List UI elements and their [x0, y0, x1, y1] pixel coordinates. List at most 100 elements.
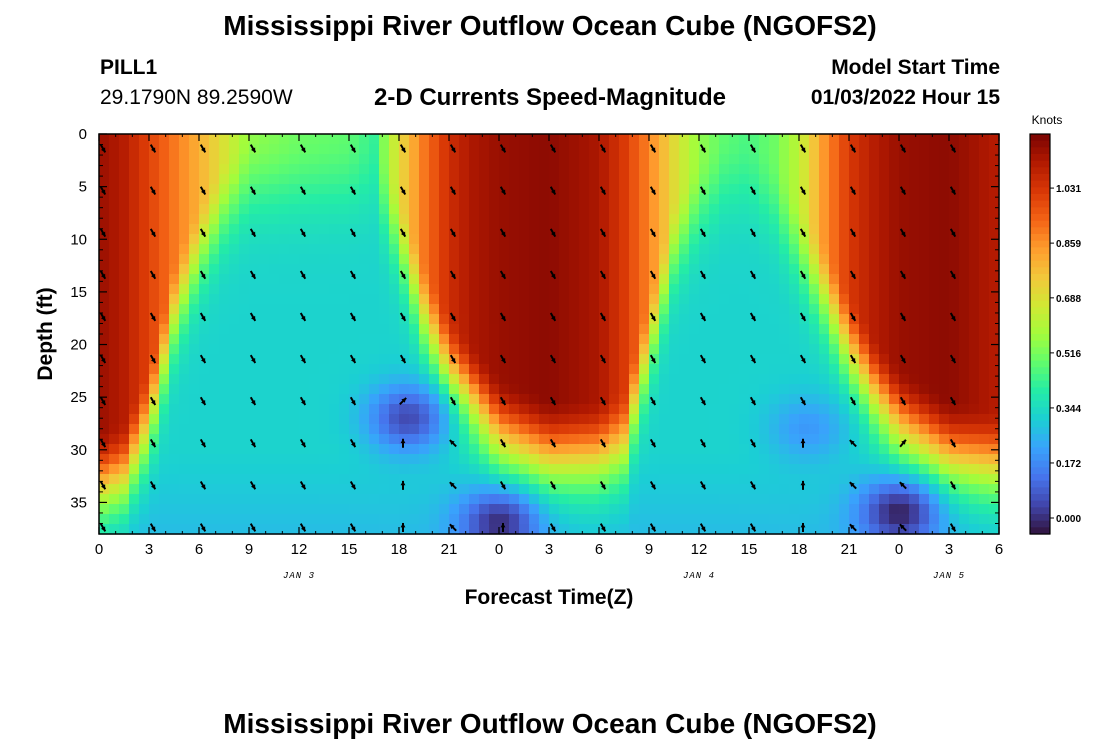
heatmap-cell	[539, 424, 550, 435]
heatmap-cell	[979, 474, 990, 485]
heatmap-cell	[629, 244, 640, 255]
heatmap-cell	[519, 244, 530, 255]
heatmap-cell	[659, 464, 670, 475]
heatmap-cell	[419, 374, 430, 385]
heatmap-cell	[179, 334, 190, 345]
heatmap-cell	[239, 454, 250, 465]
heatmap-cell	[239, 514, 250, 525]
heatmap-cell	[889, 434, 900, 445]
heatmap-cell	[829, 254, 840, 265]
heatmap-cell	[509, 284, 520, 295]
heatmap-cell	[479, 184, 490, 195]
heatmap-cell	[669, 134, 680, 145]
heatmap-cell	[599, 364, 610, 375]
heatmap-cell	[349, 394, 360, 405]
heatmap-cell	[619, 494, 630, 505]
heatmap-cell	[659, 224, 670, 235]
heatmap-cell	[659, 334, 670, 345]
heatmap-cell	[789, 284, 800, 295]
heatmap-cell	[519, 474, 530, 485]
heatmap-cell	[899, 474, 910, 485]
current-arrow	[449, 186, 457, 196]
heatmap-cell	[939, 204, 950, 215]
heatmap-cell	[409, 314, 420, 325]
heatmap-cell	[199, 474, 210, 485]
heatmap-cell	[889, 204, 900, 215]
x-tick-label: 9	[245, 541, 253, 558]
heatmap-cell	[119, 464, 130, 475]
heatmap-cell	[599, 154, 610, 165]
heatmap-cell	[139, 444, 150, 455]
heatmap-cell	[969, 304, 980, 315]
heatmap-cell	[219, 344, 230, 355]
heatmap-cell	[609, 264, 620, 275]
heatmap-cell	[529, 504, 540, 515]
heatmap-cell	[919, 394, 930, 405]
heatmap-cell	[209, 354, 220, 365]
colorbar-segment	[1030, 480, 1050, 488]
heatmap-cell	[479, 474, 490, 485]
heatmap-cell	[759, 314, 770, 325]
heatmap-cell	[569, 434, 580, 445]
heatmap-cell	[229, 434, 240, 445]
heatmap-cell	[349, 274, 360, 285]
heatmap-cell	[909, 474, 920, 485]
heatmap-cell	[199, 264, 210, 275]
current-arrow	[849, 186, 857, 196]
heatmap-cell	[449, 474, 460, 485]
heatmap-cell	[529, 404, 540, 415]
heatmap-cell	[389, 434, 400, 445]
heatmap-cell	[519, 484, 530, 495]
heatmap-cell	[399, 244, 410, 255]
heatmap-cell	[329, 264, 340, 275]
heatmap-cell	[359, 134, 370, 145]
heatmap-cell	[959, 484, 970, 495]
heatmap-cell	[709, 184, 720, 195]
heatmap-cell	[409, 384, 420, 395]
heatmap-cell	[209, 284, 220, 295]
heatmap-cell	[989, 304, 1000, 315]
heatmap-cell	[479, 144, 490, 155]
heatmap-cell	[299, 194, 310, 205]
heatmap-cell	[839, 234, 850, 245]
heatmap-cell	[99, 494, 110, 505]
colorbar-segment	[1030, 147, 1050, 155]
heatmap-cell	[819, 204, 830, 215]
heatmap-cell	[769, 454, 780, 465]
heatmap-cell	[189, 254, 200, 265]
heatmap-cell	[279, 204, 290, 215]
heatmap-cell	[969, 184, 980, 195]
heatmap-cell	[269, 464, 280, 475]
current-arrow	[299, 396, 307, 406]
heatmap-cell	[109, 194, 120, 205]
current-arrow	[99, 396, 107, 406]
heatmap-cell	[509, 144, 520, 155]
heatmap-cell	[329, 364, 340, 375]
heatmap-cell	[169, 154, 180, 165]
heatmap-cell	[319, 504, 330, 515]
heatmap-cell	[749, 334, 760, 345]
heatmap-cell	[759, 194, 770, 205]
heatmap-cell	[369, 484, 380, 495]
heatmap-cell	[249, 214, 260, 225]
heatmap-cell	[969, 154, 980, 165]
heatmap-cell	[639, 414, 650, 425]
heatmap-cell	[839, 184, 850, 195]
current-arrow	[199, 144, 207, 153]
heatmap-cell	[159, 134, 170, 145]
heatmap-cell	[609, 204, 620, 215]
heatmap-cell	[519, 234, 530, 245]
heatmap-cell	[679, 294, 690, 305]
heatmap-cell	[609, 324, 620, 335]
heatmap-cell	[629, 504, 640, 515]
heatmap-cell	[639, 284, 650, 295]
heatmap-cell	[619, 274, 630, 285]
heatmap-cell	[119, 134, 130, 145]
heatmap-cell	[159, 404, 170, 415]
heatmap-cell	[219, 434, 230, 445]
heatmap-cell	[99, 134, 110, 145]
heatmap-cell	[159, 344, 170, 355]
heatmap-cell	[489, 314, 500, 325]
heatmap-cell	[139, 254, 150, 265]
heatmap-cell	[179, 154, 190, 165]
